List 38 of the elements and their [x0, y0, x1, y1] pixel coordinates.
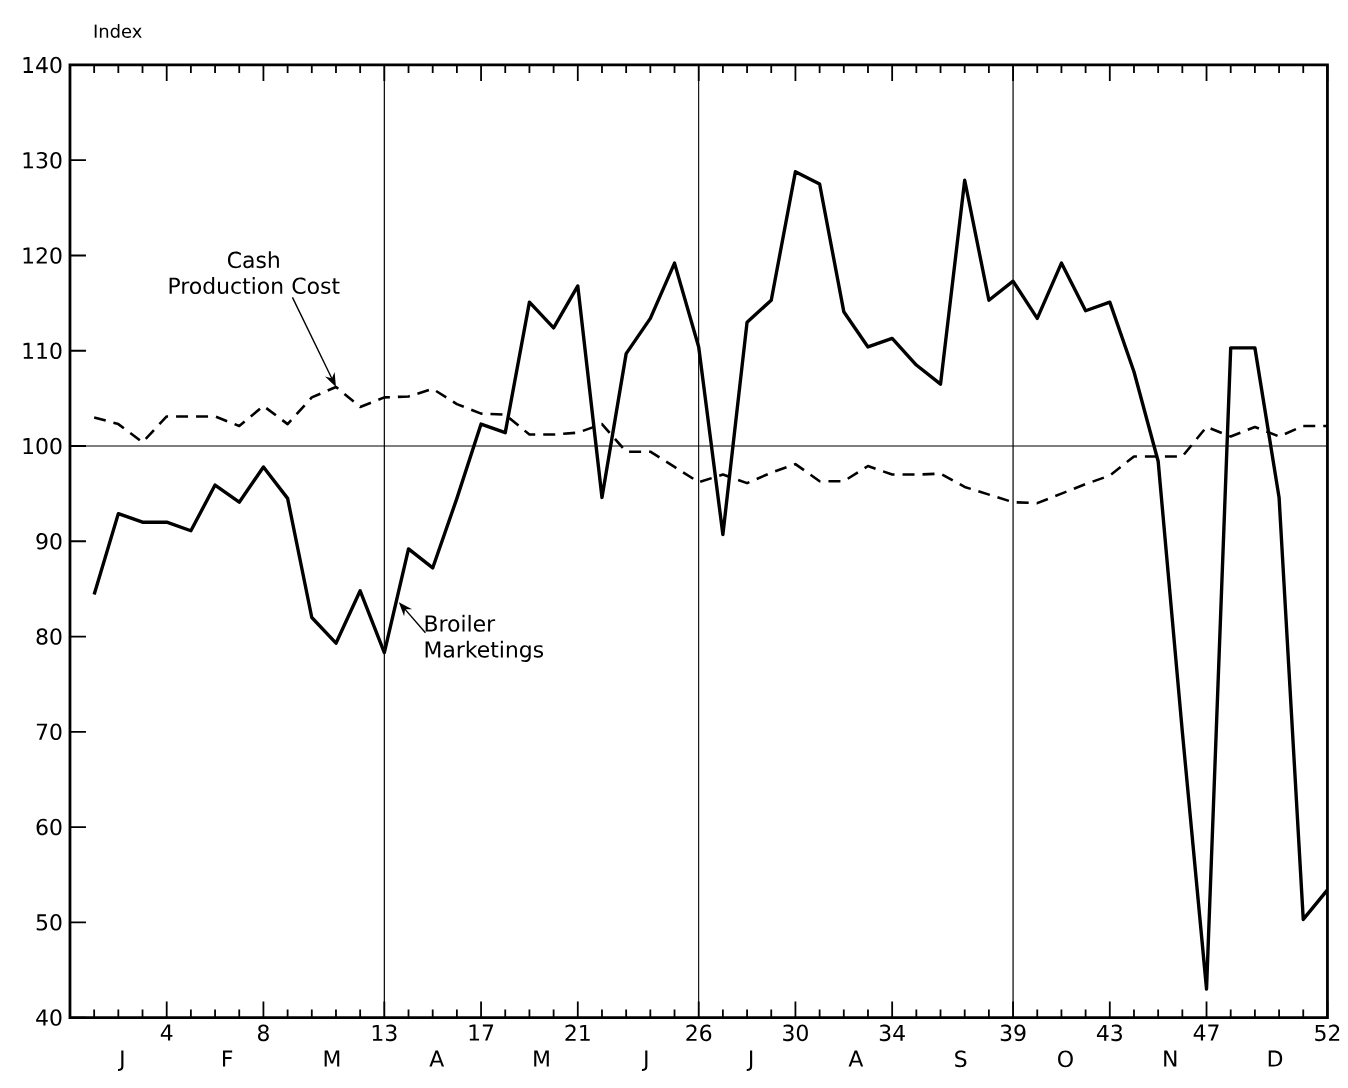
y-tick-label: 120	[23, 247, 62, 264]
x-tick-label: 47	[1193, 1024, 1219, 1041]
y-tick-label: 70	[36, 723, 62, 741]
annotation: Cash Production Cost	[169, 251, 340, 295]
y-tick-label: 130	[23, 152, 62, 169]
text: S	[955, 1050, 967, 1068]
y-tick-label: 60	[36, 819, 62, 836]
text: O	[1058, 1050, 1073, 1068]
x-tick-label: 13	[372, 1024, 397, 1042]
text: N	[1164, 1050, 1177, 1067]
y-tick-label: 140	[23, 56, 62, 74]
y-tick-label: 80	[36, 628, 62, 646]
x-tick-label: 43	[1096, 1024, 1122, 1042]
x-tick-label: 17	[469, 1024, 494, 1041]
y-tick-label: 90	[36, 533, 62, 550]
annotation: Broiler Marketings	[425, 615, 544, 663]
y-tick-label: 100	[23, 437, 62, 455]
text: F	[223, 1050, 233, 1067]
y-tick-label: 50	[36, 914, 62, 931]
text: J	[641, 1050, 648, 1072]
x-tick-label: 21	[565, 1024, 590, 1042]
text: M	[534, 1050, 549, 1067]
x-tick-label: 52	[1315, 1024, 1340, 1042]
x-tick-label: 34	[879, 1024, 905, 1042]
x-tick-label: 26	[686, 1024, 712, 1042]
text: A	[429, 1050, 445, 1067]
x-tick-label: 4	[160, 1024, 173, 1041]
text: M	[324, 1050, 340, 1067]
y-axis-title: Index	[94, 24, 142, 39]
x-tick-label: 39	[1000, 1024, 1026, 1042]
text: A	[848, 1050, 864, 1067]
text: J	[746, 1050, 753, 1072]
x-tick-label: 8	[257, 1024, 269, 1042]
text: J	[118, 1050, 124, 1072]
y-tick-label: 40	[36, 1009, 62, 1027]
y-tick-label: 110	[23, 342, 62, 360]
x-tick-label: 30	[783, 1024, 808, 1042]
text: D	[1268, 1050, 1283, 1067]
